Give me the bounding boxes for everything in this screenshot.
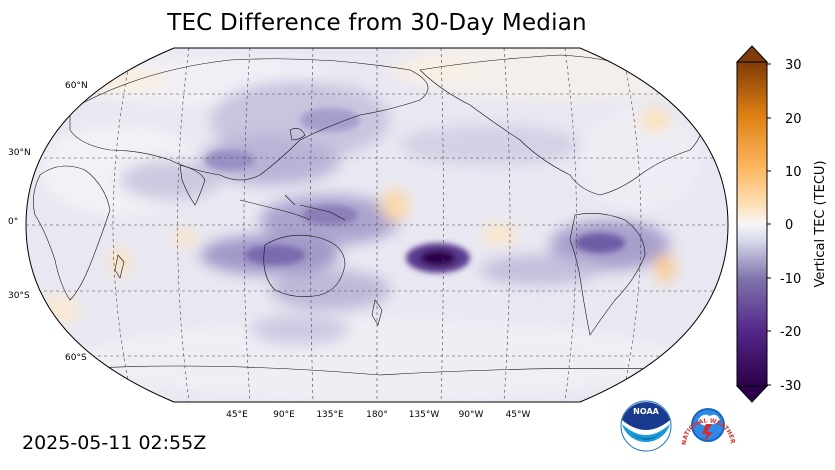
colorbar-tick-30: 30 [785,58,802,73]
lon-label-180: 180° [366,410,388,420]
colorbar-tick-20: 20 [785,112,802,127]
colorbar: 30 20 10 0 -10 -20 -30 Vertical TEC (TEC… [735,45,828,403]
colorbar-tick-neg20: -20 [780,325,801,340]
colorbar-tick-10: 10 [785,165,802,180]
colorbar-label: Vertical TEC (TECU) [813,160,828,287]
colorbar-tick-neg10: -10 [780,272,801,287]
lon-label-135e: 135°E [316,410,344,420]
lat-label-60s: 60°S [65,353,87,363]
colorbar-extend-min [735,385,769,403]
lon-label-90w: 90°W [459,410,484,420]
lat-label-60n: 60°N [65,81,88,91]
lon-label-45e: 45°E [226,410,248,420]
latitude-labels: 60°N 30°N 0° 30°S 60°S [8,81,88,363]
timestamp: 2025-05-11 02:55Z [22,432,207,454]
colorbar-tick-neg30: -30 [780,379,801,394]
gridlines [26,48,728,402]
noaa-logo-text: NOAA [633,407,659,416]
lat-label-30n: 30°N [8,148,31,158]
lon-label-90e: 90°E [273,410,295,420]
lon-label-135w: 135°W [409,410,440,420]
lat-label-30s: 30°S [8,291,30,301]
colorbar-extend-max [735,45,769,63]
lat-label-equator: 0° [8,217,18,227]
chart-title: TEC Difference from 30-Day Median [167,10,587,36]
globe-map [25,47,729,403]
lon-label-45w: 45°W [506,410,531,420]
colorbar-bar [736,61,768,387]
longitude-labels: 45°E 90°E 135°E 180° 135°W 90°W 45°W [226,410,530,420]
noaa-logo: NOAA [620,400,672,452]
colorbar-tick-0: 0 [785,218,793,233]
